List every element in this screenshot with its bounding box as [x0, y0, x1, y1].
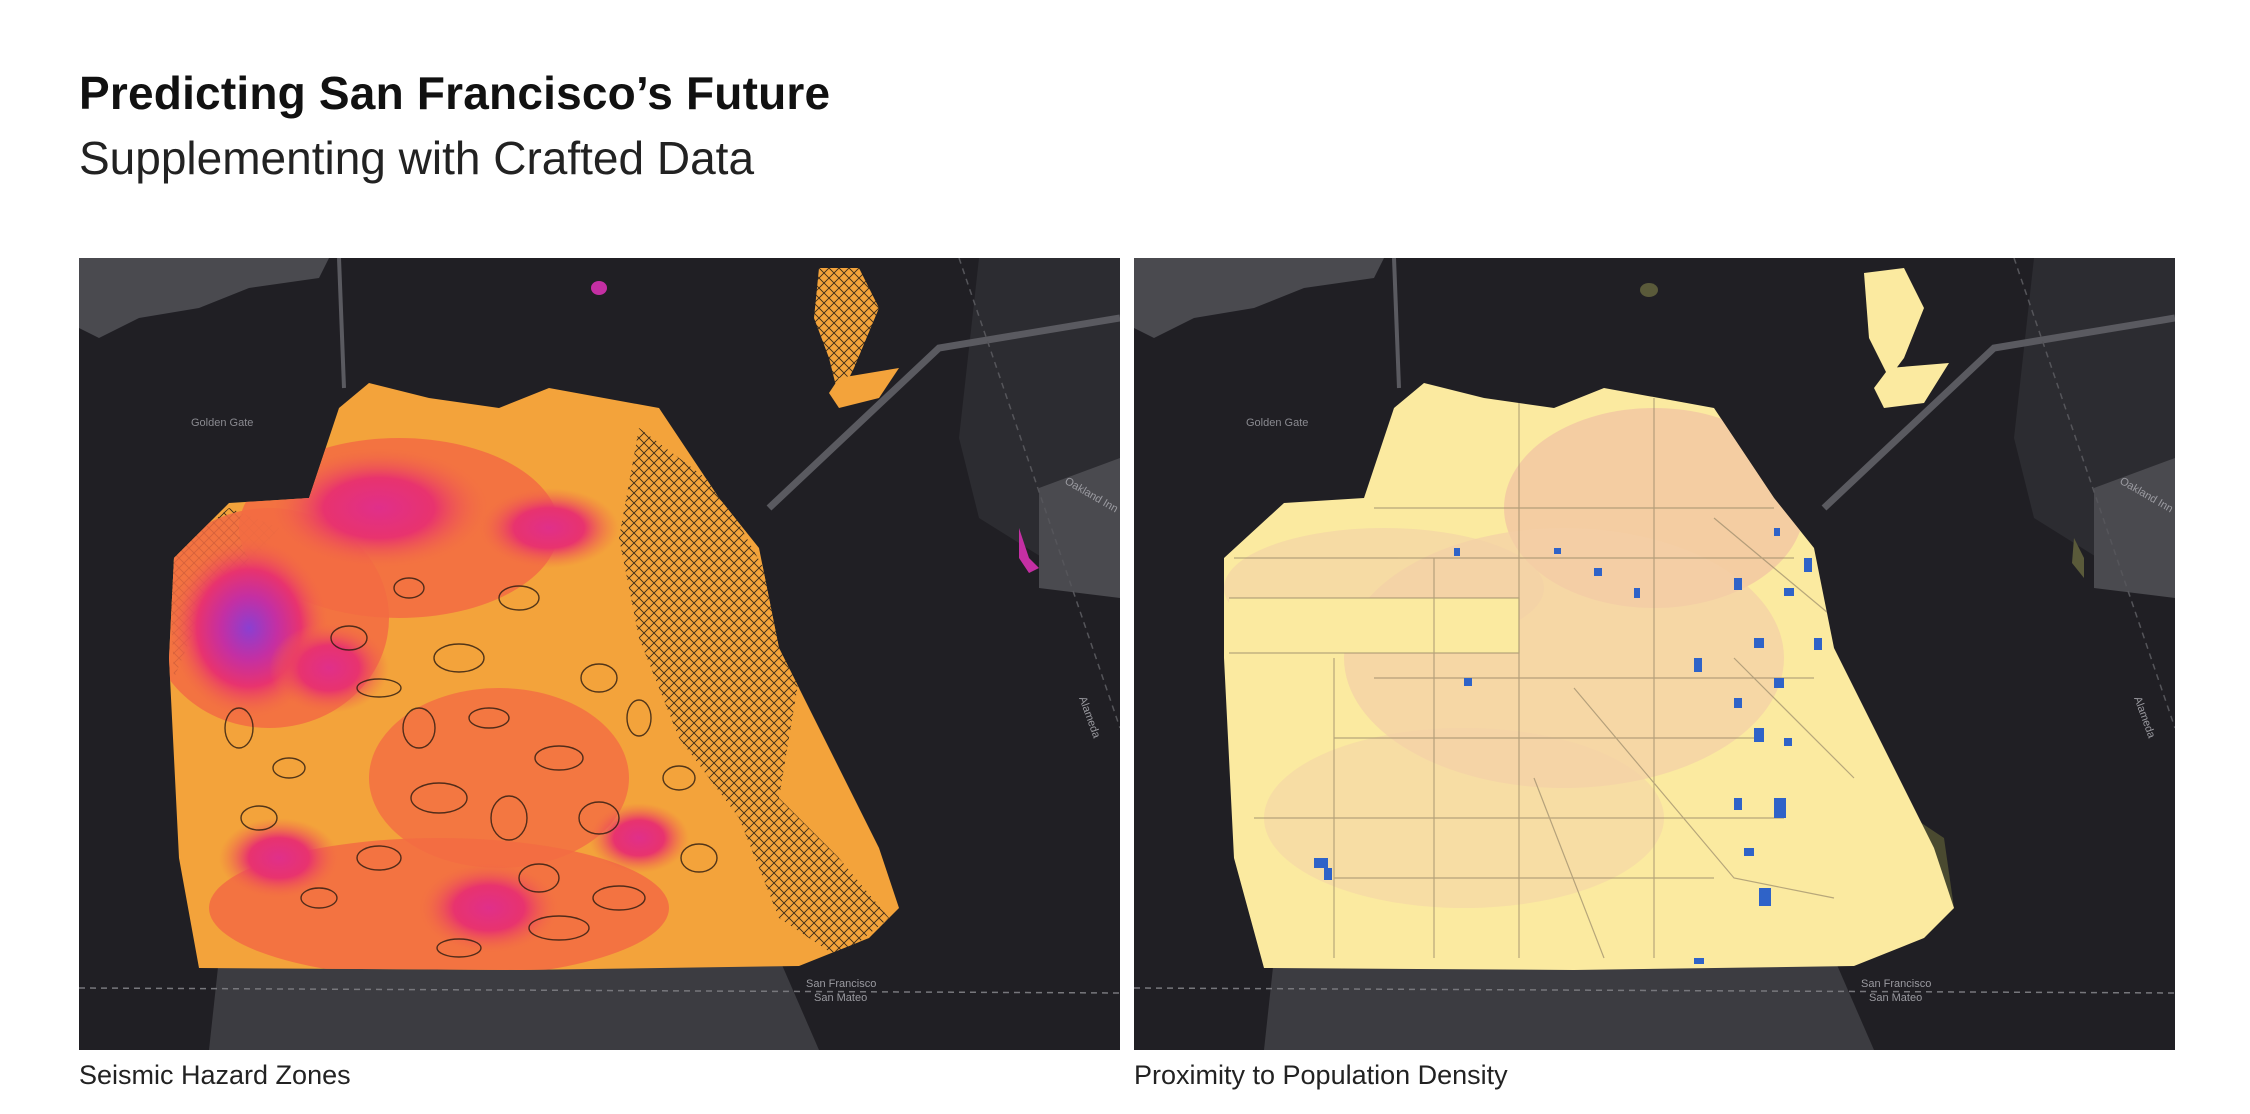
county-label-sf: San Francisco	[806, 978, 876, 990]
bay-bridge	[766, 314, 1120, 511]
page-title: Predicting San Francisco’s Future	[79, 67, 831, 119]
page-subtitle: Supplementing with Crafted Data	[79, 132, 755, 184]
county-label-sm: San Mateo	[814, 992, 867, 1004]
seismic-map-caption: Seismic Hazard Zones	[79, 1060, 351, 1090]
golden-gate-label: Golden Gate	[191, 417, 253, 429]
county-label-sm: San Mateo	[1869, 992, 1922, 1004]
san-mateo-land	[209, 958, 819, 1050]
density-map-caption: Proximity to Population Density	[1134, 1060, 1508, 1090]
alameda-label: Alameda	[2131, 695, 2157, 741]
seismic-hazard-map[interactable]: Golden Gate Oakland Inn Alameda San Fran…	[79, 258, 1120, 1050]
county-label-sf: San Francisco	[1861, 978, 1931, 990]
county-line	[79, 987, 1120, 994]
golden-gate-label: Golden Gate	[1246, 417, 1308, 429]
golden-gate-bridge	[337, 258, 346, 389]
population-density-map[interactable]: Golden Gate Oakland Inn Alameda San Fran…	[1134, 258, 2175, 1050]
marin-land	[79, 258, 329, 338]
treasure-island	[814, 268, 879, 398]
alameda-label: Alameda	[1076, 695, 1102, 741]
alameda-land	[1039, 458, 1120, 598]
